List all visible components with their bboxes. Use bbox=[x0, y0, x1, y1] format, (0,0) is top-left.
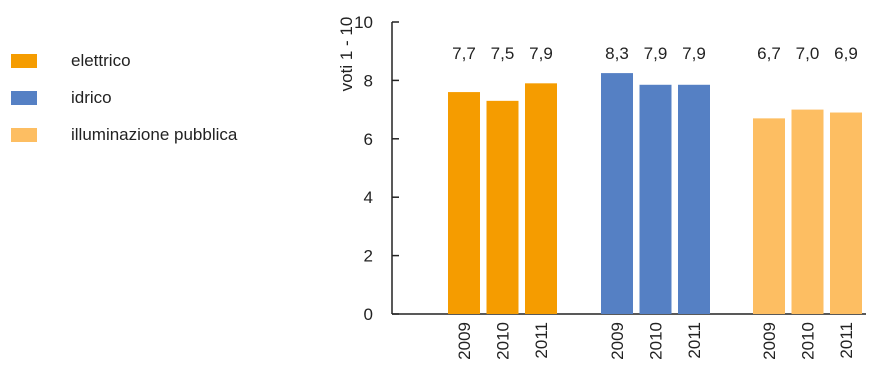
x-tick-label: 2009 bbox=[760, 322, 779, 360]
data-label: 7,7 bbox=[452, 44, 476, 63]
data-label: 7,5 bbox=[491, 44, 515, 63]
x-tick-label: 2010 bbox=[799, 322, 818, 360]
legend-swatch-elettrico bbox=[11, 53, 37, 68]
data-label: 7,0 bbox=[796, 44, 820, 63]
legend-item-idrico: idrico bbox=[11, 85, 237, 110]
data-label: 6,7 bbox=[757, 44, 781, 63]
bar bbox=[639, 84, 672, 314]
bar bbox=[448, 92, 480, 314]
x-tick-label: 2011 bbox=[685, 322, 704, 359]
bar bbox=[753, 118, 785, 314]
x-tick-label: 2009 bbox=[608, 322, 627, 360]
bar bbox=[601, 73, 633, 314]
data-label: 7,9 bbox=[682, 44, 706, 63]
bar bbox=[791, 109, 824, 314]
y-tick-label: 10 bbox=[354, 13, 373, 32]
legend-label-elettrico: elettrico bbox=[71, 50, 131, 70]
legend: elettrico idrico illuminazione pubblica bbox=[11, 48, 237, 159]
data-label: 7,9 bbox=[529, 44, 553, 63]
y-tick-label: 2 bbox=[364, 247, 373, 266]
legend-item-elettrico: elettrico bbox=[11, 48, 237, 73]
bar bbox=[678, 84, 710, 314]
x-tick-label: 2010 bbox=[647, 322, 666, 360]
legend-label-illuminazione-pubblica: illuminazione pubblica bbox=[71, 124, 238, 144]
bar bbox=[830, 112, 862, 315]
x-tick-label: 2011 bbox=[837, 322, 856, 359]
y-tick-label: 4 bbox=[364, 188, 373, 207]
bar bbox=[525, 83, 557, 314]
legend-item-illuminazione-pubblica: illuminazione pubblica bbox=[11, 122, 237, 147]
y-tick-label: 0 bbox=[364, 305, 373, 324]
legend-label-idrico: idrico bbox=[71, 87, 112, 107]
legend-swatch-illuminazione-pubblica bbox=[11, 127, 37, 142]
bar bbox=[486, 100, 519, 314]
x-tick-label: 2010 bbox=[494, 322, 513, 360]
y-axis-label: voti 1 - 10 bbox=[337, 17, 356, 92]
y-tick-label: 6 bbox=[364, 130, 373, 149]
data-label: 7,9 bbox=[644, 44, 668, 63]
legend-swatch-idrico bbox=[11, 90, 37, 105]
x-tick-label: 2011 bbox=[532, 322, 551, 359]
data-label: 6,9 bbox=[834, 44, 858, 63]
y-tick-label: 8 bbox=[364, 71, 373, 90]
x-tick-label: 2009 bbox=[455, 322, 474, 360]
data-label: 8,3 bbox=[605, 44, 629, 63]
